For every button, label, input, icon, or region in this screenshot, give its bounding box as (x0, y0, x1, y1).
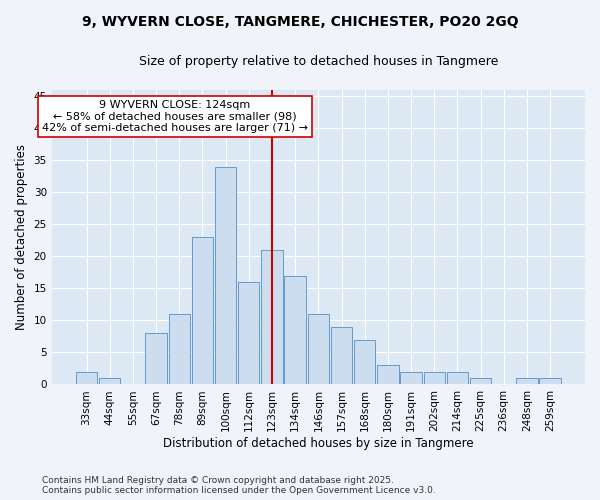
Bar (424, 372, 445, 384)
Text: 9 WYVERN CLOSE: 124sqm
← 58% of detached houses are smaller (98)
42% of semi-det: 9 WYVERN CLOSE: 124sqm ← 58% of detached… (41, 100, 308, 133)
Bar (238, 282, 259, 384)
Bar (76, 372, 97, 384)
Bar (354, 340, 376, 384)
Y-axis label: Number of detached properties: Number of detached properties (15, 144, 28, 330)
Bar (331, 327, 352, 384)
Bar (262, 250, 283, 384)
Bar (539, 378, 561, 384)
Bar (284, 276, 306, 384)
Text: Contains HM Land Registry data © Crown copyright and database right 2025.
Contai: Contains HM Land Registry data © Crown c… (42, 476, 436, 495)
Bar (470, 378, 491, 384)
Bar (215, 167, 236, 384)
Bar (169, 314, 190, 384)
Bar (400, 372, 422, 384)
Bar (99, 378, 121, 384)
Bar (377, 366, 398, 384)
X-axis label: Distribution of detached houses by size in Tangmere: Distribution of detached houses by size … (163, 437, 473, 450)
Bar (308, 314, 329, 384)
Text: 9, WYVERN CLOSE, TANGMERE, CHICHESTER, PO20 2GQ: 9, WYVERN CLOSE, TANGMERE, CHICHESTER, P… (82, 15, 518, 29)
Title: Size of property relative to detached houses in Tangmere: Size of property relative to detached ho… (139, 55, 498, 68)
Bar (447, 372, 468, 384)
Bar (145, 333, 167, 384)
Bar (192, 237, 213, 384)
Bar (516, 378, 538, 384)
